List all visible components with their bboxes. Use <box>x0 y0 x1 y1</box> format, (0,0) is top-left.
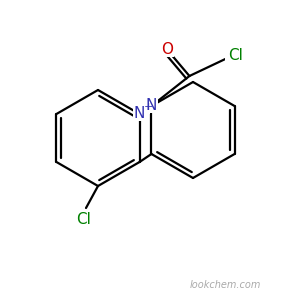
Bar <box>133 107 147 121</box>
Bar <box>160 43 174 57</box>
Bar <box>225 49 245 63</box>
Text: Cl: Cl <box>228 49 243 64</box>
Bar <box>74 213 94 227</box>
Text: +: + <box>144 102 153 112</box>
Text: N: N <box>134 106 145 122</box>
Bar <box>144 99 158 113</box>
Text: N: N <box>146 98 157 113</box>
Text: lookchem.com: lookchem.com <box>189 280 261 290</box>
Text: O: O <box>161 43 173 58</box>
Bar <box>140 104 150 114</box>
Text: Cl: Cl <box>76 212 92 227</box>
